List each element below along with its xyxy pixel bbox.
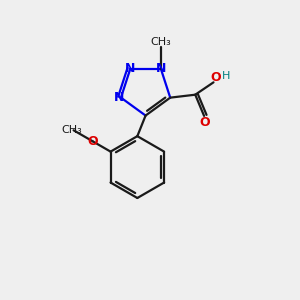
Text: H: H xyxy=(222,71,230,81)
Text: CH₃: CH₃ xyxy=(62,125,82,135)
Text: N: N xyxy=(113,91,124,104)
Text: N: N xyxy=(156,62,166,75)
Text: CH₃: CH₃ xyxy=(150,37,171,47)
Text: O: O xyxy=(211,70,221,83)
Text: O: O xyxy=(87,135,98,148)
Text: N: N xyxy=(125,62,136,75)
Text: O: O xyxy=(200,116,210,129)
